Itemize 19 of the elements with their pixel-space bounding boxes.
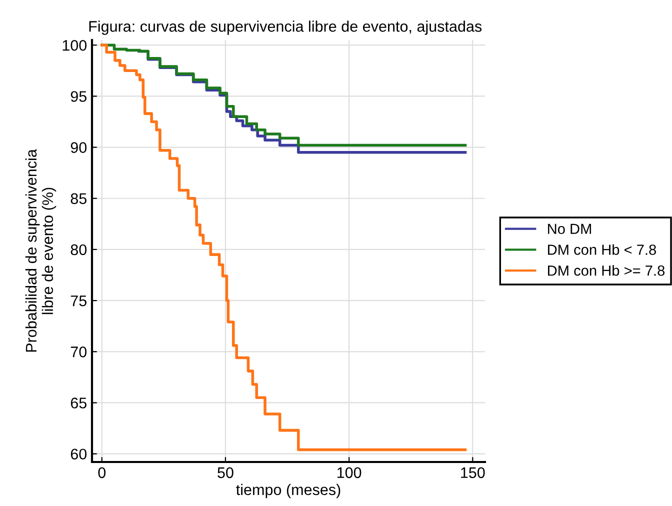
y-tick-label: 70 [70,346,87,358]
legend-label: DM con Hb >= 7.8 [548,265,665,276]
y-tick-label: 95 [70,91,86,102]
y-tick-label: 85 [70,193,86,204]
legend-label: DM con Hb < 7.8 [548,244,656,255]
legend-label: No DM [548,224,591,234]
x-tick-label: 0 [98,467,106,478]
y-tick-label: 80 [70,244,87,256]
x-axis-title: tiempo (meses) [236,484,340,498]
chart-title: Figura: curvas de supervivencia libre de evento, ajustadas [89,20,482,35]
y-tick-label: 100 [62,40,87,51]
y-tick-label: 65 [70,398,86,408]
y-tick-label: 90 [70,142,87,153]
x-tick-label: 100 [337,467,362,478]
y-tick-label: 60 [70,448,87,460]
x-tick-label: 50 [218,467,234,478]
y-axis-title: Probabilidad de supervivencia libre de evento (%) [25,149,56,352]
x-tick-label: 150 [461,467,485,478]
y-tick-label: 75 [70,296,86,306]
